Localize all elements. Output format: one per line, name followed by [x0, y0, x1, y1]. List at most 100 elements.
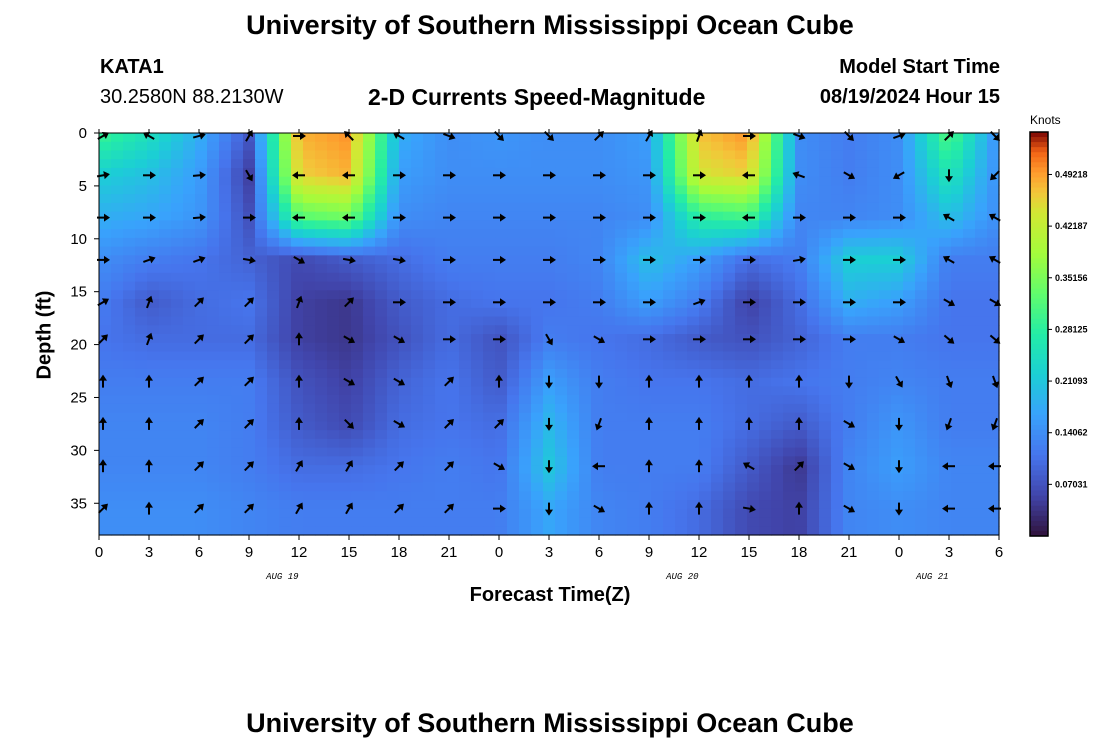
- heatmap-cell: [327, 508, 340, 519]
- heatmap-cell: [699, 299, 712, 309]
- heatmap-cell: [627, 377, 640, 388]
- heatmap-cell: [735, 517, 748, 527]
- heatmap-cell: [627, 299, 640, 309]
- heatmap-cell: [627, 220, 640, 230]
- heatmap-cell: [639, 167, 652, 178]
- heatmap-cell: [291, 307, 304, 318]
- heatmap-cell: [747, 386, 760, 396]
- heatmap-cell: [831, 351, 844, 361]
- heatmap-cell: [807, 307, 820, 318]
- heatmap-cell: [927, 316, 940, 326]
- heatmap-cell: [831, 526, 844, 536]
- heatmap-cell: [687, 246, 700, 256]
- heatmap-cell: [987, 194, 1000, 204]
- heatmap-cell: [939, 194, 952, 204]
- heatmap-cell: [639, 508, 652, 519]
- heatmap-cell: [891, 264, 904, 274]
- heatmap-cell: [159, 159, 172, 169]
- heatmap-cell: [555, 473, 568, 484]
- heatmap-cell: [543, 141, 556, 152]
- heatmap-cell: [939, 264, 952, 274]
- heatmap-cell: [147, 325, 160, 335]
- heatmap-cell: [123, 141, 136, 152]
- current-arrow: [193, 255, 206, 264]
- heatmap-cell: [123, 202, 136, 213]
- heatmap-cell: [471, 255, 484, 265]
- heatmap-cell: [771, 255, 784, 265]
- heatmap-cell: [603, 176, 616, 187]
- colorbar-cell: [1030, 359, 1048, 365]
- heatmap-cell: [459, 255, 472, 265]
- heatmap-cell: [603, 167, 616, 178]
- x-tick-label: 3: [145, 544, 153, 561]
- heatmap-cell: [891, 447, 904, 457]
- heatmap-cell: [651, 150, 664, 160]
- colorbar-cell: [1030, 440, 1048, 446]
- heatmap-cell: [903, 491, 916, 501]
- heatmap-cell: [627, 473, 640, 484]
- current-arrow: [194, 418, 204, 429]
- heatmap-cell: [795, 229, 808, 239]
- heatmap-cell: [651, 430, 664, 440]
- heatmap-cell: [615, 334, 628, 344]
- heatmap-cell: [723, 281, 736, 291]
- heatmap-cell: [543, 473, 556, 484]
- heatmap-cell: [927, 360, 940, 370]
- heatmap-cell: [135, 438, 148, 449]
- heatmap-cell: [399, 438, 412, 449]
- heatmap-cell: [375, 482, 388, 492]
- heatmap-cell: [207, 141, 220, 152]
- heatmap-cell: [471, 465, 484, 475]
- heatmap-cell: [951, 377, 964, 388]
- heatmap-cell: [867, 482, 880, 492]
- heatmap-cell: [927, 517, 940, 527]
- heatmap-cell: [843, 368, 856, 379]
- heatmap-cell: [819, 255, 832, 265]
- heatmap-cell: [291, 517, 304, 527]
- heatmap-cell: [711, 447, 724, 457]
- heatmap-cell: [675, 299, 688, 309]
- heatmap-cell: [507, 377, 520, 388]
- heatmap-cell: [735, 133, 748, 143]
- heatmap-cell: [843, 194, 856, 204]
- heatmap-cell: [279, 229, 292, 239]
- heatmap-cell: [135, 491, 148, 501]
- heatmap-cell: [435, 500, 448, 510]
- heatmap-cell: [375, 430, 388, 440]
- heatmap-cell: [915, 447, 928, 457]
- heatmap-cell: [843, 237, 856, 248]
- heatmap-cell: [363, 141, 376, 152]
- heatmap-cell: [795, 316, 808, 326]
- heatmap-cell: [231, 290, 244, 300]
- heatmap-cell: [171, 465, 184, 475]
- heatmap-cell: [255, 508, 268, 519]
- heatmap-cell: [195, 272, 208, 283]
- heatmap-cell: [123, 500, 136, 510]
- current-arrow: [543, 298, 556, 307]
- heatmap-cell: [459, 456, 472, 466]
- heatmap-cell: [531, 377, 544, 388]
- heatmap-cell: [207, 465, 220, 475]
- heatmap-cell: [171, 194, 184, 204]
- heatmap-cell: [387, 229, 400, 239]
- heatmap-cell: [843, 229, 856, 239]
- heatmap-cell: [303, 220, 316, 230]
- heatmap-cell: [399, 159, 412, 169]
- heatmap-cell: [891, 141, 904, 152]
- heatmap-cell: [903, 438, 916, 449]
- heatmap-cell: [387, 185, 400, 195]
- heatmap-cell: [495, 447, 508, 457]
- heatmap-cell: [987, 403, 1000, 414]
- heatmap-cell: [387, 386, 400, 396]
- heatmap-cell: [363, 482, 376, 492]
- heatmap-cell: [747, 194, 760, 204]
- heatmap-cell: [327, 237, 340, 248]
- heatmap-cell: [927, 264, 940, 274]
- heatmap-cell: [375, 325, 388, 335]
- heatmap-cell: [339, 237, 352, 248]
- heatmap-cell: [435, 412, 448, 422]
- heatmap-cell: [231, 482, 244, 492]
- heatmap-cell: [831, 316, 844, 326]
- heatmap-cell: [627, 194, 640, 204]
- heatmap-cell: [351, 430, 364, 440]
